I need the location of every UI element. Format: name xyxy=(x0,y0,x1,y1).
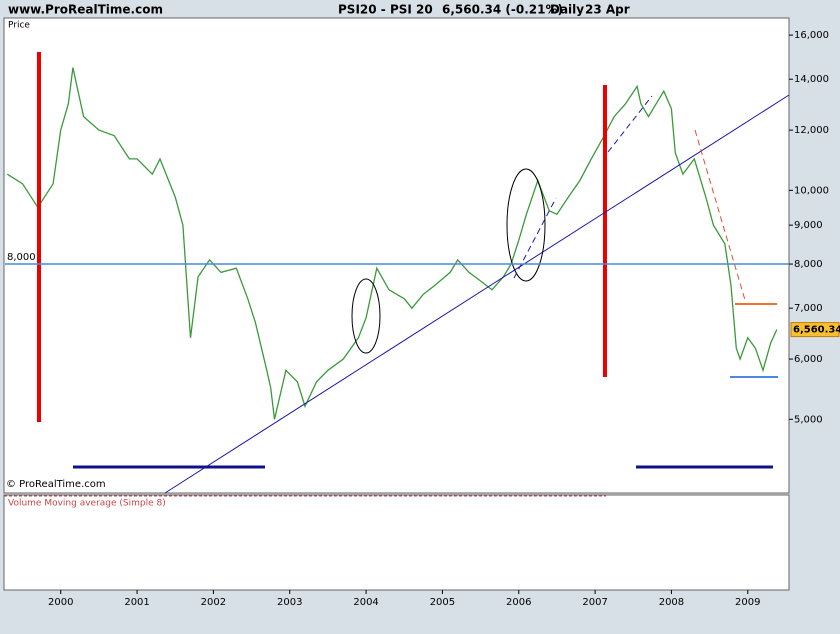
volume-label: Volume Moving average (Simple 8) xyxy=(8,499,166,509)
last-value-box xyxy=(790,322,840,338)
dashed-trend xyxy=(607,95,653,153)
price-panel xyxy=(3,17,790,494)
site: www.ProRealTime.com xyxy=(8,3,163,17)
x-tick-label: 2008 xyxy=(659,597,684,608)
y-tick-label: 9,000 xyxy=(794,220,823,231)
price-line xyxy=(6,67,778,420)
quote: 6,560.34 (-0.21%) xyxy=(442,3,563,17)
y-axis-label: Price xyxy=(8,21,30,31)
copyright: © ProRealTime.com xyxy=(6,479,106,490)
volume-panel xyxy=(3,494,790,591)
y-tick-label: 6,000 xyxy=(794,354,823,365)
level-label: 8,000 xyxy=(7,252,36,263)
y-tick-label: 16,000 xyxy=(794,30,829,41)
plot xyxy=(6,67,778,420)
x-tick-label: 2001 xyxy=(124,597,149,608)
x-tick-label: 2009 xyxy=(735,597,760,608)
last-value-label: 6,560.34 xyxy=(793,325,840,336)
y-tick-label: 14,000 xyxy=(794,74,829,85)
y-tick-label: 5,000 xyxy=(794,414,823,425)
date: 23 Apr xyxy=(585,3,630,17)
x-tick-label: 2007 xyxy=(582,597,607,608)
x-tick-label: 2005 xyxy=(430,597,455,608)
x-tick-label: 2002 xyxy=(201,597,226,608)
x-tick-label: 2004 xyxy=(353,597,378,608)
y-tick-label: 10,000 xyxy=(794,185,829,196)
y-tick-label: 7,000 xyxy=(794,303,823,314)
period: Daily xyxy=(550,3,584,17)
symbol: PSI20 - PSI 20 xyxy=(338,3,433,17)
y-tick-label: 12,000 xyxy=(794,125,829,136)
x-tick-label: 2000 xyxy=(48,597,73,608)
trend-line xyxy=(164,94,790,494)
annotations xyxy=(37,52,790,494)
ellipse xyxy=(351,278,381,354)
x-tick-label: 2006 xyxy=(506,597,531,608)
ellipse xyxy=(506,168,546,282)
y-tick-label: 8,000 xyxy=(794,259,823,270)
x-tick-label: 2003 xyxy=(277,597,302,608)
